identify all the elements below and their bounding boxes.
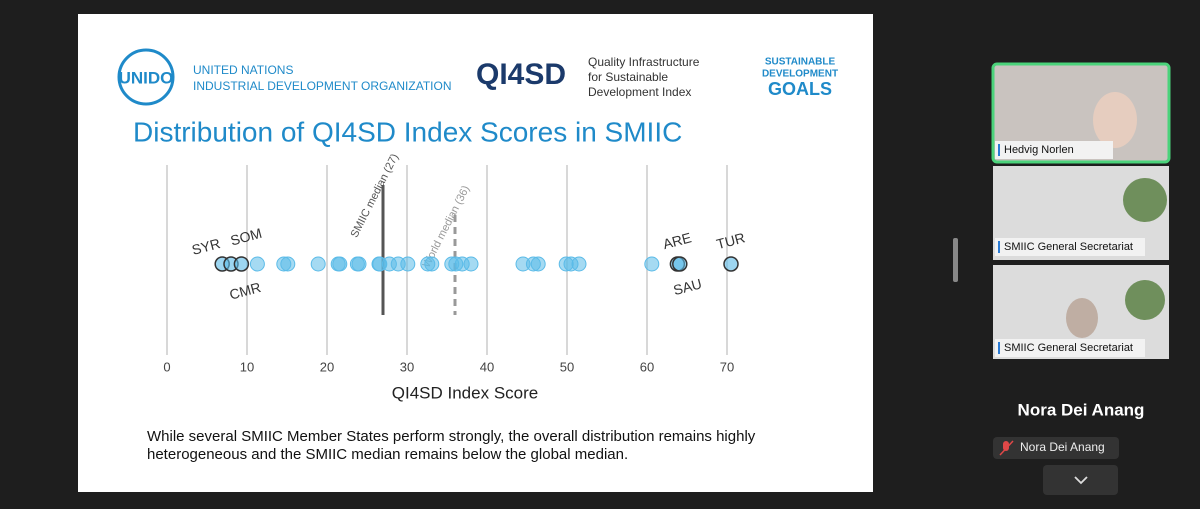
name-bar bbox=[998, 241, 1000, 253]
tile[interactable]: SMIIC General Secretariat bbox=[993, 166, 1169, 260]
x-tick-label: 40 bbox=[480, 359, 494, 374]
participant-name: Hedvig Norlen bbox=[1004, 144, 1074, 156]
person bbox=[1066, 298, 1098, 338]
unido-logo: UNIDO bbox=[119, 68, 174, 87]
point bbox=[644, 256, 660, 272]
point bbox=[424, 256, 440, 272]
org-name: INDUSTRIAL DEVELOPMENT ORGANIZATION bbox=[193, 79, 451, 93]
name-tag bbox=[995, 339, 1145, 357]
point bbox=[571, 256, 587, 272]
point bbox=[530, 256, 546, 272]
org-name: UNITED NATIONS bbox=[193, 63, 293, 77]
qi4sd-logo: QI4SD bbox=[476, 58, 566, 91]
person bbox=[1093, 92, 1137, 148]
point bbox=[351, 256, 367, 272]
point-label: SOM bbox=[229, 225, 264, 249]
caption: While several SMIIC Member States perfor… bbox=[147, 428, 756, 445]
participant-name: SMIIC General Secretariat bbox=[1004, 342, 1133, 354]
x-tick-label: 30 bbox=[400, 359, 414, 374]
unido-emblem bbox=[117, 48, 175, 106]
qi4sd-text: Development Index bbox=[588, 85, 691, 99]
x-tick-label: 10 bbox=[240, 359, 254, 374]
point bbox=[332, 256, 348, 272]
active-speaker: Nora Dei Anang bbox=[1018, 400, 1145, 419]
labeled-point bbox=[672, 256, 688, 272]
point-label: ARE bbox=[661, 229, 693, 252]
scrollbar bbox=[953, 238, 958, 282]
point bbox=[249, 256, 265, 272]
qi4sd-text: Quality Infrastructure bbox=[588, 55, 700, 69]
labeled-point bbox=[723, 256, 739, 272]
muted-icon bbox=[999, 440, 1014, 456]
point-label: TUR bbox=[715, 229, 747, 252]
qi4sd-text: for Sustainable bbox=[588, 70, 668, 84]
name-tag bbox=[995, 141, 1113, 159]
point-label: CMR bbox=[228, 279, 263, 303]
sdg-text: DEVELOPMENT bbox=[762, 69, 838, 80]
chart-title: Distribution of QI4SD Index Scores in SM… bbox=[133, 116, 682, 147]
slide bbox=[78, 14, 873, 492]
point bbox=[280, 256, 296, 272]
point bbox=[310, 256, 326, 272]
name-bar bbox=[998, 342, 1000, 354]
labeled-point bbox=[233, 256, 250, 272]
x-tick-label: 60 bbox=[640, 359, 654, 374]
x-tick-label: 0 bbox=[163, 359, 170, 374]
point bbox=[463, 256, 479, 272]
tile[interactable]: Hedvig Norlen bbox=[991, 62, 1171, 164]
point bbox=[400, 256, 416, 272]
expand-button[interactable] bbox=[1043, 465, 1118, 495]
point-label: SYR bbox=[190, 235, 222, 258]
tile[interactable]: SMIIC General Secretariat bbox=[993, 265, 1169, 359]
x-tick-label: 20 bbox=[320, 359, 334, 374]
muted-name: Nora Dei Anang bbox=[1020, 440, 1105, 454]
chevron bbox=[1074, 476, 1088, 485]
x-axis-label: QI4SD Index Score bbox=[392, 383, 538, 402]
muted-pill bbox=[993, 437, 1119, 459]
x-tick-label: 50 bbox=[560, 359, 574, 374]
participant-name: SMIIC General Secretariat bbox=[1004, 241, 1133, 253]
point-label: SAU bbox=[671, 275, 703, 298]
sdg-text: GOALS bbox=[768, 79, 832, 99]
sdg-text: SUSTAINABLE bbox=[765, 57, 836, 68]
name-tag bbox=[995, 238, 1145, 256]
plant bbox=[1125, 280, 1165, 320]
caption: heterogeneous and the SMIIC median remai… bbox=[147, 446, 628, 463]
name-bar bbox=[998, 144, 1000, 156]
x-tick-label: 70 bbox=[720, 359, 734, 374]
plant bbox=[1123, 178, 1167, 222]
